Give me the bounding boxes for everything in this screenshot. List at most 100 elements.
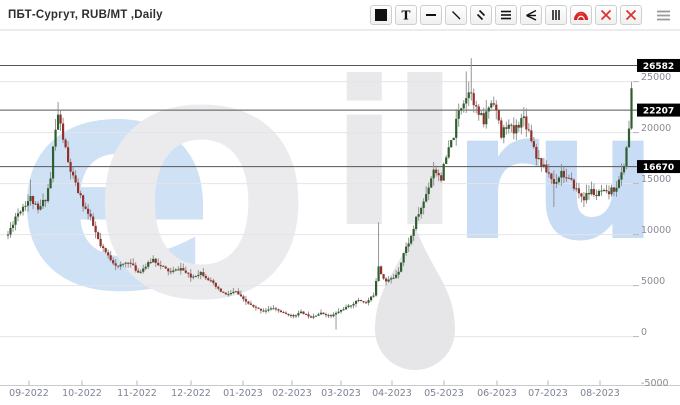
candle-body	[244, 299, 247, 302]
fib-arcs-tool-button[interactable]	[570, 5, 592, 25]
candle-body	[542, 164, 545, 167]
candle-body	[69, 162, 72, 172]
candle-body	[585, 192, 588, 201]
candle-body	[157, 262, 160, 266]
price-level-badge	[637, 58, 680, 72]
price-level-badge	[637, 103, 680, 117]
candle-body	[252, 304, 255, 307]
candle-body	[227, 294, 230, 296]
vertical-lines-tool-button[interactable]	[545, 5, 567, 25]
candle-body	[317, 314, 320, 316]
candle-body	[520, 118, 523, 128]
month-axis-label: 02-2023	[272, 388, 312, 399]
candle-body	[172, 270, 175, 272]
candle-body	[450, 140, 453, 148]
candle-body	[507, 124, 510, 129]
candle-body	[512, 125, 515, 134]
watermark-letter: il	[330, 39, 451, 272]
candle-body	[617, 179, 621, 188]
candle-body	[289, 314, 293, 316]
candle-body	[149, 262, 152, 264]
candle-body	[339, 309, 343, 312]
grid-layer	[0, 29, 680, 386]
candle-body	[287, 313, 290, 316]
menu-button[interactable]	[654, 6, 672, 24]
price-axis-label: 20000	[641, 123, 671, 134]
candle-body	[19, 211, 22, 214]
candle-body	[104, 248, 107, 253]
candle-body	[515, 124, 518, 134]
candle-body	[560, 170, 563, 178]
horizontal-line-tool-button[interactable]	[420, 5, 442, 25]
level-lines-layer	[0, 64, 637, 168]
candle-body	[92, 216, 95, 226]
candle-body	[490, 103, 493, 108]
candle-body	[11, 224, 15, 228]
delete-drawing-button[interactable]	[595, 5, 617, 25]
candle-body	[29, 196, 32, 202]
candle-body	[274, 308, 278, 310]
candle-body	[530, 130, 533, 142]
candle-body	[452, 137, 455, 141]
candle-body	[107, 252, 110, 256]
candle-body	[357, 300, 360, 302]
candle-body	[269, 308, 273, 310]
candle-body	[31, 196, 35, 204]
candle-body	[582, 196, 586, 201]
candle-body	[199, 272, 202, 275]
candle-body	[222, 291, 225, 293]
candle-body	[154, 258, 157, 263]
price-level-badge-value: 16670	[643, 163, 674, 173]
candle-body	[372, 295, 375, 297]
candle-body	[97, 232, 100, 239]
candle-body	[377, 266, 380, 281]
candle-body	[267, 309, 270, 311]
chart-header: ПБТ-Сургут, RUB/MT ,Daily T	[0, 0, 680, 30]
candle-body	[505, 127, 508, 129]
price-axis-label: 10000	[641, 225, 671, 236]
candle-body	[36, 203, 40, 210]
candle-body	[189, 273, 192, 278]
candle-body	[447, 147, 450, 158]
candle-body	[440, 175, 443, 181]
candle-body	[122, 263, 125, 265]
candle-body	[84, 206, 87, 209]
delete-all-drawings-button[interactable]	[620, 5, 642, 25]
candle-body	[562, 170, 565, 178]
candle-body	[369, 296, 373, 301]
candle-body	[277, 309, 280, 311]
candle-body	[217, 286, 220, 289]
candle-body	[442, 163, 445, 181]
candle-body	[437, 173, 440, 176]
candle-body	[550, 173, 553, 180]
candle-body	[362, 301, 365, 303]
candle-body	[184, 270, 187, 273]
candle-body	[319, 312, 323, 315]
month-axis-label: 12-2022	[171, 388, 211, 399]
candle-body	[242, 296, 245, 300]
candle-body	[407, 243, 410, 247]
candle-body	[417, 214, 420, 217]
parallel-channel-tool-button[interactable]	[470, 5, 492, 25]
fib-retracement-tool-button[interactable]	[495, 5, 517, 25]
candle-body	[572, 179, 576, 189]
fan-lines-tool-button[interactable]	[520, 5, 542, 25]
candle-body	[477, 106, 480, 115]
candle-body	[102, 246, 105, 249]
drawing-toolbar: T	[370, 5, 672, 25]
text-tool-button[interactable]: T	[395, 5, 417, 25]
color-swatch-button[interactable]	[370, 5, 392, 25]
candle-body	[259, 308, 263, 311]
candle-body	[537, 158, 540, 160]
candle-body	[612, 187, 616, 192]
candle-body	[485, 111, 488, 125]
month-axis-label: 01-2023	[223, 388, 263, 399]
trend-line-tool-button[interactable]	[445, 5, 467, 25]
candle-body	[24, 205, 27, 207]
candle-body	[14, 216, 17, 225]
candle-body	[480, 113, 483, 115]
candle-body	[322, 312, 325, 315]
price-level-badge-value: 26582	[643, 62, 674, 72]
